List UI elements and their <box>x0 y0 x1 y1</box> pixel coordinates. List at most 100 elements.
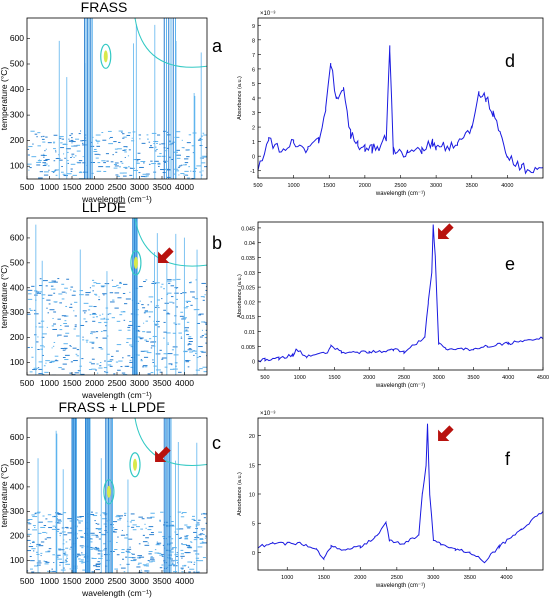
axes-box <box>257 17 544 179</box>
contour-curve <box>134 18 207 68</box>
panel-f: 1000 1500 2000 2500 3000 3500 4000 0 5 10 15 20 wave… <box>237 411 544 589</box>
x-ticks: 500 1000 1500 2000 2500 3000 3500 4000 <box>20 570 194 586</box>
y-tick-label: 500 <box>10 457 24 467</box>
y-ticks: -1 0 1 2 3 4 5 6 7 8 9 <box>250 24 261 175</box>
axes-box <box>257 221 544 371</box>
x-tick-label: 3500 <box>466 183 478 189</box>
x-ticks: 500 1000 1500 2000 2500 3000 3500 4000 4500 <box>260 367 549 381</box>
x-tick-label: 500 <box>260 375 269 381</box>
panel-title: FRASS <box>81 0 128 15</box>
x-tick-label: 2000 <box>85 576 104 586</box>
y-tick-label: 8 <box>252 38 255 44</box>
x-tick-label: 4500 <box>537 375 549 381</box>
x-axis-label: wavelength (cm⁻¹) <box>375 583 425 589</box>
series-line <box>257 423 544 564</box>
axes-box <box>257 417 544 571</box>
contour-peak <box>129 452 141 478</box>
contour-peak <box>100 43 112 69</box>
panel-e: 500 1000 1500 2000 2500 3000 3500 4000 4500 0 0.00… <box>237 221 549 389</box>
x-tick-label: 1500 <box>63 378 82 388</box>
x-tick-label: 3000 <box>130 182 149 192</box>
x-tick-label: 500 <box>20 182 34 192</box>
y-tick-label: 0.02 <box>244 300 255 306</box>
y-tick-label: 7 <box>252 53 255 59</box>
y-ticks: 100 200 300 400 500 600 <box>10 33 30 171</box>
x-tick-label: 1500 <box>63 576 82 586</box>
contour-curve <box>134 218 207 267</box>
x-tick-label: 2000 <box>363 375 375 381</box>
panel-title: LLPDE <box>82 199 126 215</box>
x-tick-label: 1000 <box>40 182 59 192</box>
panel-letter: b <box>212 233 222 253</box>
y-tick-label: 1 <box>252 140 255 146</box>
panel-letter: f <box>505 449 511 469</box>
contour-field <box>27 418 207 573</box>
x-tick-label: 4000 <box>500 575 512 581</box>
x-tick-label: 4000 <box>175 378 194 388</box>
y-exponent: ×10⁻³ <box>260 11 275 17</box>
x-tick-label: 3500 <box>153 378 172 388</box>
y-tick-label: 100 <box>10 161 24 171</box>
x-tick-label: 1000 <box>288 183 300 189</box>
x-tick-label: 1500 <box>323 183 335 189</box>
y-ticks: 0 5 10 15 20 <box>249 434 261 557</box>
y-tick-label: 0 <box>252 155 255 161</box>
x-tick-label: 2000 <box>354 575 366 581</box>
y-tick-label: 600 <box>10 33 24 43</box>
contour-peak-core <box>133 458 137 471</box>
x-tick-label: 1500 <box>328 375 340 381</box>
x-tick-label: 2000 <box>85 182 104 192</box>
y-tick-label: 0 <box>252 551 255 557</box>
y-tick-label: 200 <box>10 332 24 342</box>
y-axis-label: temperature (°C) <box>0 464 9 528</box>
y-ticks: 100 200 300 400 500 600 <box>10 432 30 565</box>
y-tick-label: 5 <box>252 522 255 528</box>
x-axis-label: wavelength (cm⁻¹) <box>81 194 152 204</box>
panel-d: 500 1000 1500 2000 2500 3000 3500 4000 -1 0 1 2 3 4 5 6… <box>237 11 544 197</box>
y-tick-label: 0.04 <box>244 241 255 247</box>
x-ticks: 500 1000 1500 2000 2500 3000 3500 4000 <box>20 176 194 192</box>
x-tick-label: 3500 <box>153 182 172 192</box>
y-axis-label: Absorbance (a.u.) <box>237 76 243 120</box>
x-tick-label: 1000 <box>40 378 59 388</box>
y-tick-label: 300 <box>10 506 24 516</box>
x-tick-label: 2000 <box>359 183 371 189</box>
contour-peak-core <box>133 256 138 269</box>
x-tick-label: 2500 <box>398 375 410 381</box>
y-tick-label: 400 <box>10 481 24 491</box>
contour-field <box>27 218 207 375</box>
x-ticks: 500 1000 1500 2000 2500 3000 3500 4000 <box>253 175 514 189</box>
red-arrow-e <box>438 223 454 239</box>
x-ticks: 1000 1500 2000 2500 3000 3500 4000 <box>281 567 513 581</box>
y-tick-label: 20 <box>249 434 255 440</box>
x-tick-label: 3000 <box>430 183 442 189</box>
contour-peak-core <box>106 485 111 498</box>
y-tick-label: 0.045 <box>241 226 255 232</box>
contour-peak <box>130 250 142 276</box>
x-axis-label: wavelength (cm⁻¹) <box>375 383 425 389</box>
y-tick-label: 600 <box>10 232 24 242</box>
x-tick-label: 3500 <box>467 375 479 381</box>
y-tick-label: 5 <box>252 82 255 88</box>
x-tick-label: 3000 <box>130 576 149 586</box>
panel-letter: a <box>212 36 223 56</box>
y-tick-label: 6 <box>252 67 255 73</box>
x-tick-label: 2500 <box>108 576 127 586</box>
y-tick-label: 300 <box>10 307 24 317</box>
y-tick-label: 400 <box>10 282 24 292</box>
y-tick-label: 9 <box>252 24 255 30</box>
x-tick-label: 500 <box>253 183 262 189</box>
x-tick-label: 500 <box>20 576 34 586</box>
y-tick-label: 0.015 <box>241 315 255 321</box>
y-tick-label: 10 <box>249 493 255 499</box>
y-tick-label: 300 <box>10 110 24 120</box>
y-exponent: ×10⁻³ <box>260 411 275 417</box>
x-tick-label: 1500 <box>318 575 330 581</box>
x-tick-label: 2500 <box>391 575 403 581</box>
x-tick-label: 3000 <box>427 575 439 581</box>
y-tick-label: 3 <box>252 111 255 117</box>
x-axis-label: wavelength (cm⁻¹) <box>375 191 425 197</box>
